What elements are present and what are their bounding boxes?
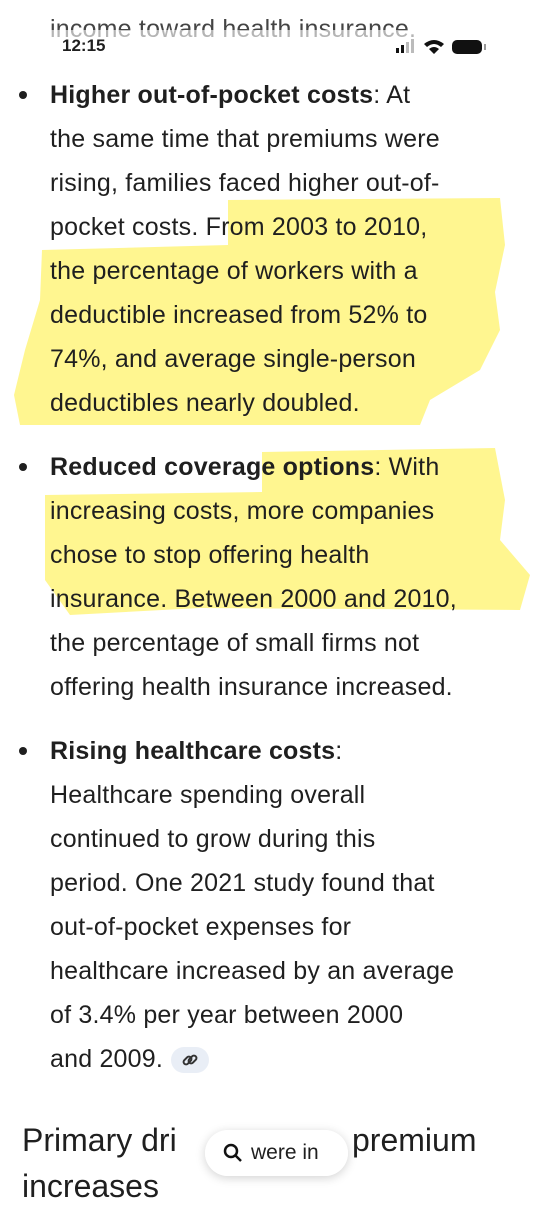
bullet-text: chose to stop offering health	[50, 541, 370, 569]
text-line: deductibles nearly doubled.	[50, 388, 360, 418]
text-line: continued to grow during this	[50, 824, 375, 854]
bullet-title: Higher out-of-pocket costs	[50, 81, 374, 109]
text-line: the percentage of small firms not	[50, 628, 419, 658]
bullet-dot	[19, 463, 27, 471]
bullet-text: the percentage of workers with a	[50, 257, 418, 285]
bullet-text: 74%, and average single-person	[50, 345, 416, 373]
section-heading: premium	[352, 1122, 477, 1158]
text-line: healthcare increased by an average	[50, 956, 454, 986]
text-line: offering health insurance increased.	[50, 672, 453, 702]
text-line: chose to stop offering health	[50, 540, 369, 570]
bullet-text: offering health insurance increased.	[50, 673, 453, 701]
text-line: out-of-pocket expenses for	[50, 912, 351, 942]
text-line: period. One 2021 study found that	[50, 868, 435, 898]
text-line: Reduced coverage options: With	[50, 452, 439, 482]
section-heading: Primary dri	[22, 1122, 177, 1158]
highlight	[45, 448, 530, 615]
text-line: Higher out-of-pocket costs: At	[50, 80, 410, 110]
bullet-text: Healthcare spending overall	[50, 781, 366, 809]
text-line: the same time that premiums were	[50, 124, 440, 154]
highlight	[14, 198, 505, 425]
bullet-text: healthcare increased by an average	[50, 957, 455, 985]
text-line: Rising healthcare costs:	[50, 736, 342, 766]
bullet-text: the same time that premiums were	[50, 125, 440, 153]
text-line: increasing costs, more companies	[50, 496, 434, 526]
section-heading: increases	[22, 1168, 159, 1204]
bullet-title: Rising healthcare costs	[50, 737, 336, 765]
bullet-text: increasing costs, more companies	[50, 497, 435, 525]
link-chip[interactable]	[171, 1047, 210, 1074]
bullet-text: rising, families faced higher out-of-	[50, 169, 440, 197]
bullet-title: Reduced coverage options	[50, 453, 375, 481]
search-icon	[223, 1143, 242, 1162]
status-time: 12:15	[62, 36, 106, 55]
text-line: deductible increased from 52% to	[50, 300, 427, 330]
bullet-text: deductibles nearly doubled.	[50, 389, 360, 417]
text-line: insurance. Between 2000 and 2010,	[50, 584, 457, 614]
text-line: pocket costs. From 2003 to 2010,	[50, 212, 427, 242]
text-line: of 3.4% per year between 2000	[50, 1000, 403, 1030]
search-pill[interactable]: were in	[205, 1130, 348, 1176]
bullet-dot	[19, 91, 27, 99]
bullet-dot	[19, 747, 27, 755]
search-text: were in	[251, 1141, 319, 1164]
bullet-text: continued to grow during this	[50, 825, 376, 853]
bullet-text: of 3.4% per year between 2000	[50, 1001, 404, 1029]
bullet-text: : With	[374, 453, 440, 481]
bullet-text: : At	[373, 81, 411, 109]
status-icons	[396, 39, 486, 54]
bullet-text: the percentage of small firms not	[50, 629, 420, 657]
bullet-text: :	[335, 737, 343, 765]
bullet-text: period. One 2021 study found that	[50, 869, 435, 897]
bullet-text: out-of-pocket expenses for	[50, 913, 352, 941]
bullet-text: pocket costs. From 2003 to 2010,	[50, 213, 428, 241]
bullet-text: and 2009.	[50, 1045, 164, 1073]
text-line: 74%, and average single-person	[50, 344, 416, 374]
bullet-text: insurance. Between 2000 and 2010,	[50, 585, 457, 613]
text-line: rising, families faced higher out-of-	[50, 168, 440, 198]
text-line: Healthcare spending overall	[50, 780, 365, 810]
text-line: and 2009.	[50, 1044, 210, 1074]
bullet-text: deductible increased from 52% to	[50, 301, 428, 329]
link-icon	[182, 1054, 198, 1066]
text-line: the percentage of workers with a	[50, 256, 418, 286]
